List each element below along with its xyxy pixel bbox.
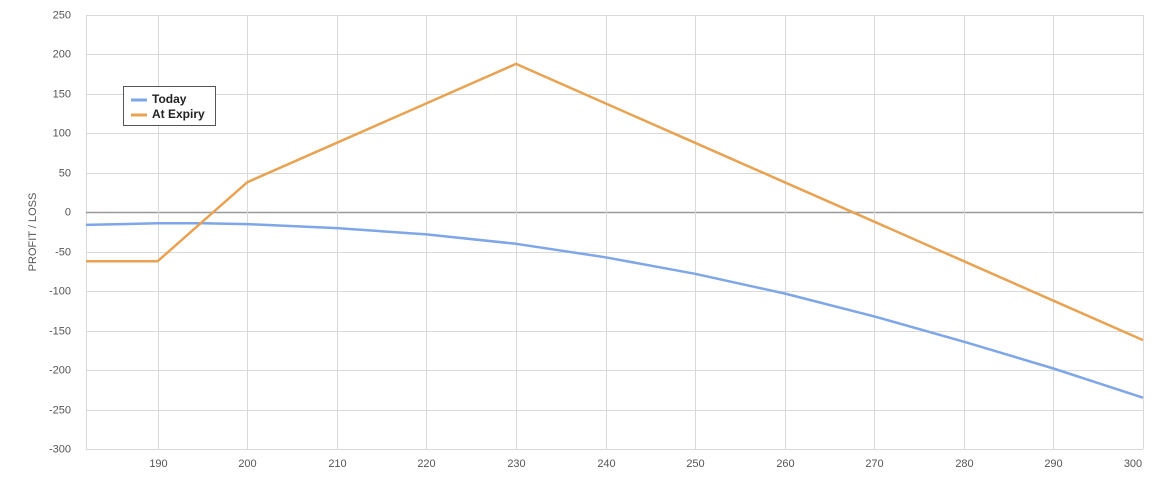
y-tick-label: 250 (53, 9, 71, 21)
y-tick-label: 150 (53, 88, 71, 100)
x-tick-label: 210 (328, 458, 346, 470)
y-tick-label: 100 (53, 127, 71, 139)
y-tick-label: 50 (59, 167, 71, 179)
y-tick-label: 200 (53, 48, 71, 60)
y-axis-label: PROFIT / LOSS (27, 193, 39, 272)
legend-label: Today (152, 92, 187, 106)
y-tick-label: -250 (49, 404, 71, 416)
x-tick-label: 200 (238, 458, 256, 470)
y-tick-label: -100 (49, 285, 71, 297)
series-line (85, 222, 1144, 399)
x-tick-label: 220 (417, 458, 435, 470)
y-tick-label: -150 (49, 325, 71, 337)
x-tick-label: 250 (686, 458, 704, 470)
x-tick-label: 300 (1124, 458, 1142, 470)
x-tick-label: 230 (507, 458, 525, 470)
legend-box (123, 86, 216, 126)
x-tick-label: 240 (597, 458, 615, 470)
legend-label: At Expiry (152, 107, 205, 121)
x-tick-label: 260 (776, 458, 794, 470)
x-tick-label: 290 (1044, 458, 1062, 470)
x-tick-label: 280 (955, 458, 973, 470)
series-line (86, 62, 1144, 342)
y-tick-label: 0 (65, 206, 71, 218)
y-tick-label: -200 (49, 364, 71, 376)
y-tick-label: -300 (49, 443, 71, 455)
x-tick-label: 190 (149, 458, 167, 470)
y-tick-label: -50 (55, 246, 71, 258)
x-tick-label: 270 (865, 458, 883, 470)
